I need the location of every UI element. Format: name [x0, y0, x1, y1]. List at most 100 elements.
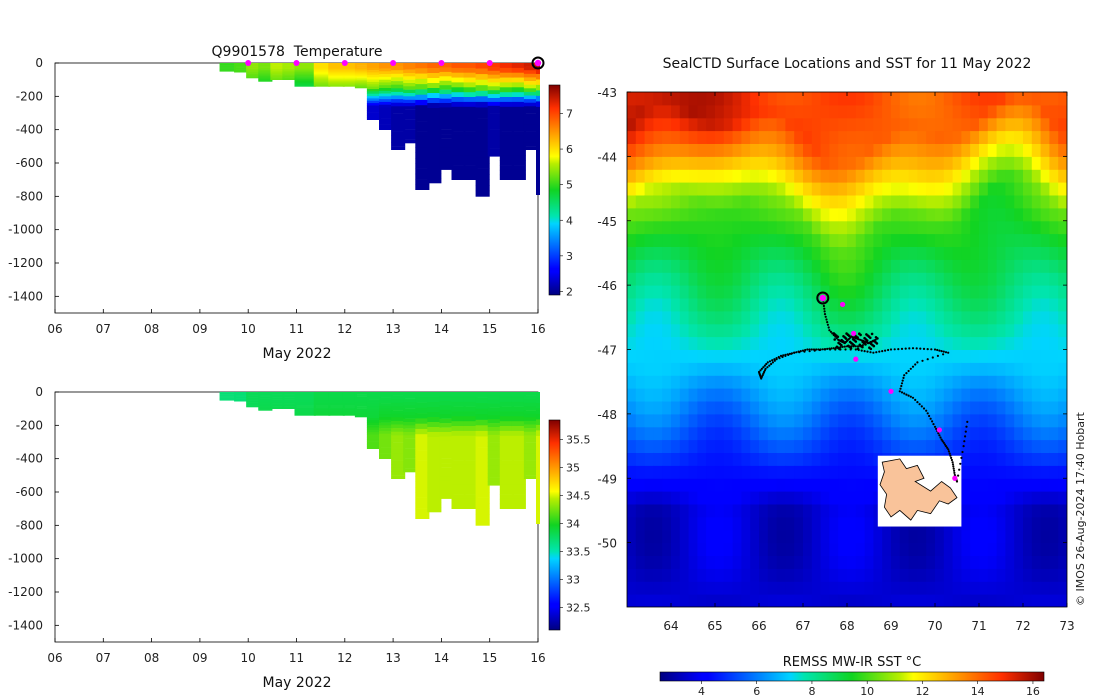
- sst-cell: [1005, 542, 1015, 556]
- sst-cell: [785, 375, 795, 389]
- sst-cell: [732, 233, 742, 247]
- temp-cell: [439, 125, 454, 130]
- sal-cell: [379, 414, 394, 418]
- sal-cell: [536, 397, 540, 404]
- temp-cell: [258, 72, 273, 74]
- sst-cell: [785, 298, 795, 312]
- sst-cell: [952, 130, 962, 144]
- sst-cell: [794, 375, 804, 389]
- sst-cell: [1040, 413, 1050, 428]
- temp-cell: [219, 64, 237, 65]
- sst-cell: [987, 233, 998, 247]
- sst-cell: [653, 336, 663, 350]
- sst-cell: [882, 246, 892, 260]
- temp-cell: [415, 94, 430, 101]
- sst-cell: [715, 362, 725, 376]
- temp-colorbar-tick-label: 7: [566, 107, 573, 120]
- temp-cell: [403, 63, 418, 67]
- sal-cell: [439, 485, 454, 490]
- sal-cell: [403, 428, 418, 433]
- sst-cell: [671, 581, 681, 595]
- temp-cell: [258, 76, 273, 78]
- sst-cell: [926, 529, 936, 544]
- sal-cell: [342, 397, 357, 400]
- sst-cell: [829, 504, 839, 518]
- latitude-tick-label: -49: [597, 472, 617, 486]
- sal-cell: [391, 435, 406, 440]
- sst-cell: [635, 491, 646, 505]
- temp-cell: [366, 93, 381, 97]
- sst-cell: [855, 130, 866, 144]
- sal-cell: [328, 402, 345, 404]
- temp-cell: [354, 70, 369, 72]
- sal-cell: [451, 460, 466, 466]
- sst-cell: [653, 504, 663, 518]
- sst-cell: [776, 516, 786, 531]
- temp-cell: [258, 75, 273, 77]
- sal-cell: [328, 409, 345, 411]
- sst-cell: [943, 542, 954, 556]
- temp-cell: [328, 70, 345, 73]
- sst-cell: [891, 220, 901, 235]
- temp-cell: [282, 69, 297, 71]
- temp-cell: [427, 168, 442, 174]
- sst-cell: [891, 169, 901, 183]
- track-point: [841, 345, 844, 348]
- sst-cell: [847, 516, 857, 531]
- track-point: [829, 348, 832, 351]
- sst-cell: [979, 529, 989, 544]
- sal-cell: [246, 406, 261, 408]
- latitude-tick-label: -47: [597, 344, 617, 358]
- sst-cell: [811, 143, 822, 157]
- track-point: [861, 345, 864, 349]
- sst-cell: [926, 130, 936, 144]
- sst-cell: [1049, 594, 1059, 607]
- sst-cell: [1040, 349, 1050, 363]
- sst-cell: [873, 349, 883, 363]
- sst-cell: [759, 246, 769, 260]
- daily-positions: [816, 291, 958, 481]
- sal-cell: [463, 392, 478, 398]
- sst-cell: [671, 555, 681, 569]
- sal-cell: [270, 399, 285, 401]
- sal-cell: [451, 445, 466, 451]
- sal-cell: [463, 494, 478, 500]
- sst-cell: [961, 413, 971, 428]
- temp-cell: [536, 161, 540, 168]
- sst-cell: [1014, 323, 1024, 338]
- sst-cell: [829, 478, 839, 492]
- sst-cell: [750, 349, 760, 363]
- sst-cell: [987, 413, 998, 428]
- sst-cell: [935, 285, 945, 299]
- sst-cell: [1058, 375, 1067, 389]
- temp-cell: [246, 68, 261, 70]
- sst-cell: [891, 143, 901, 157]
- temp-cell: [246, 67, 261, 69]
- sst-cell: [697, 336, 707, 350]
- sal-cell: [487, 481, 502, 486]
- temp-cell: [523, 128, 538, 132]
- sst-cell: [917, 195, 927, 209]
- temp-cell: [403, 106, 418, 110]
- sst-cell: [908, 388, 918, 402]
- sst-cell: [811, 581, 822, 595]
- temp-cell: [313, 84, 331, 86]
- sst-cell: [644, 452, 654, 466]
- sst-cell: [961, 375, 971, 389]
- sst-cell: [785, 130, 795, 144]
- sal-cell: [391, 413, 406, 418]
- sal-cell: [475, 403, 490, 409]
- sal-cell: [427, 437, 442, 443]
- track-point: [938, 434, 941, 437]
- temp-cell: [511, 126, 526, 132]
- track-point: [963, 440, 966, 443]
- sst-cell: [785, 401, 795, 415]
- temp-cell: [451, 106, 466, 112]
- longitude-tick-label: 67: [795, 619, 810, 633]
- temp-cell: [511, 131, 526, 137]
- sal-cell: [511, 406, 526, 412]
- sst-cell: [855, 298, 866, 312]
- sst-cell: [644, 388, 654, 402]
- sst-cell: [662, 504, 672, 518]
- sst-cell: [1014, 362, 1024, 376]
